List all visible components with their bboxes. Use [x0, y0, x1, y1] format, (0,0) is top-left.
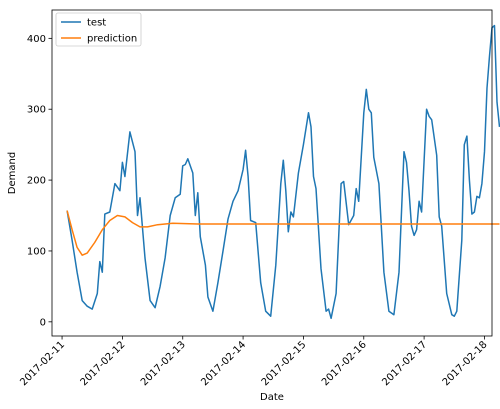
y-tick-label: 300: [27, 105, 46, 116]
y-axis: 0 100 200 300 400: [27, 34, 52, 328]
x-tick-label: 2017-02-11: [18, 339, 67, 388]
series-line-0: [66, 24, 500, 320]
x-tick-label: 2017-02-18: [441, 339, 490, 388]
x-tick-label: 2017-02-13: [139, 339, 188, 388]
legend: test prediction: [55, 12, 142, 47]
y-tick-label: 0: [40, 317, 46, 328]
y-tick-label: 200: [27, 176, 46, 187]
legend-label-1: prediction: [87, 34, 137, 45]
x-tick-label: 2017-02-12: [79, 339, 128, 388]
plot-frame: [51, 9, 493, 337]
series-layer: [66, 24, 500, 320]
y-tick-label: 100: [27, 246, 46, 257]
x-tick-label: 2017-02-14: [199, 339, 248, 388]
y-axis-label: Demand: [7, 152, 18, 194]
x-axis: 2017-02-11 2017-02-12 2017-02-13 2017-02-14…: [18, 336, 490, 388]
series-line-1: [66, 210, 500, 256]
plot-area: [51, 9, 500, 337]
legend-label-0: test: [87, 18, 106, 29]
y-tick-label: 400: [27, 34, 46, 45]
x-tick-label: 2017-02-16: [320, 339, 369, 388]
x-tick-label: 2017-02-15: [260, 339, 309, 388]
x-axis-label: Date: [260, 392, 284, 403]
x-tick-label: 2017-02-17: [380, 339, 429, 388]
